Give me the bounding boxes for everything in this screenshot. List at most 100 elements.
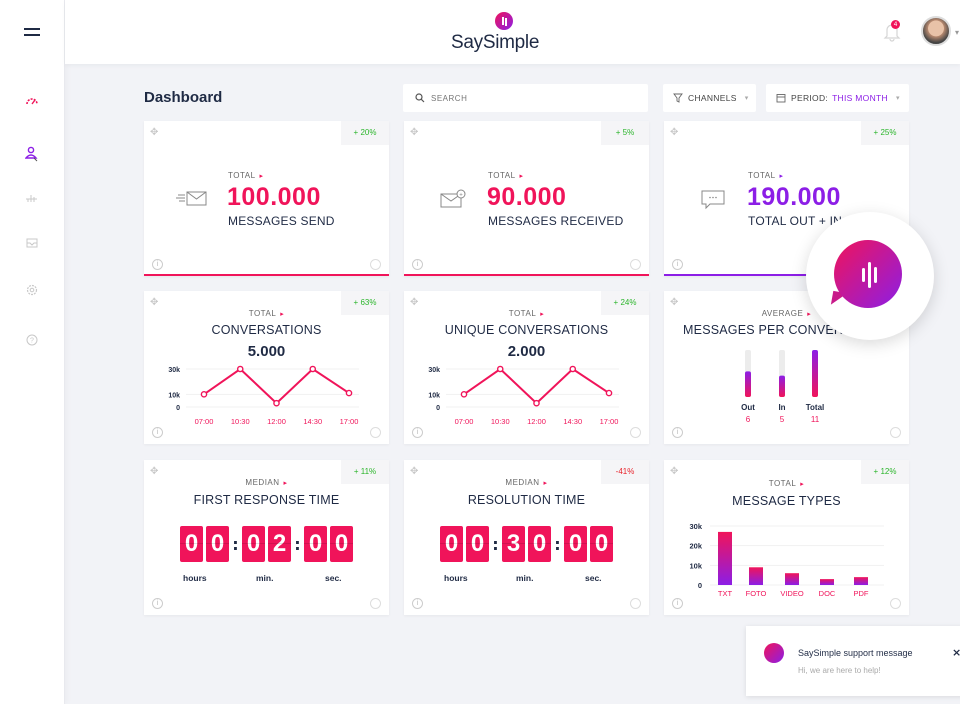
logo[interactable]: SaySimple [451, 10, 551, 56]
value-label: 5 [780, 415, 785, 424]
card-title: RESOLUTION TIME [467, 493, 586, 507]
timer-separator: : [294, 534, 301, 554]
move-handle-icon[interactable]: ✥ [670, 297, 679, 308]
kpi-value: 5.000 [247, 343, 286, 360]
svg-text:?: ? [30, 338, 34, 345]
info-icon[interactable]: i [672, 598, 683, 609]
data-point [605, 389, 613, 397]
logo-mark-icon [495, 12, 513, 30]
settings-icon[interactable] [370, 598, 381, 609]
card-first-response-time: ✥ + 11% MEDIAN ▸ FIRST RESPONSE TIME 0 0 … [144, 460, 389, 615]
move-handle-icon[interactable]: ✥ [410, 466, 419, 477]
kpi-label: AVERAGE ▸ [761, 309, 812, 318]
chat-launcher-button[interactable] [806, 212, 934, 340]
x-tick-label: 07:00 [455, 417, 474, 426]
x-tick-label: 14:30 [303, 417, 322, 426]
info-icon[interactable]: i [412, 259, 423, 270]
category-label: In [778, 403, 785, 412]
period-filter[interactable]: PERIOD: THIS MONTH ▾ [766, 84, 909, 112]
info-icon[interactable]: i [412, 427, 423, 438]
x-tick-label: 14:30 [563, 417, 582, 426]
message-types-bar-chart: 30k 20k 10k 0 TXT FOTO VIDEO DOC PDF [689, 522, 884, 598]
sidebar-item-reports[interactable] [22, 233, 42, 253]
kpi-label: TOTAL ▸ [768, 479, 805, 488]
top-bar: SaySimple 4 ▾ [65, 0, 960, 64]
card-title: UNIQUE CONVERSATIONS [444, 323, 609, 337]
move-handle-icon[interactable]: ✥ [150, 466, 159, 477]
y-tick-label: 10k [168, 392, 180, 399]
move-handle-icon[interactable]: ✥ [670, 127, 679, 138]
timer-display: 0 0 : 0 2 : 0 0 [144, 526, 389, 562]
move-handle-icon[interactable]: ✥ [410, 127, 419, 138]
envelope-send-icon [176, 191, 207, 206]
y-tick-label: 30k [168, 367, 180, 374]
category-label: Out [741, 403, 755, 412]
timer-digit: 0 [242, 526, 265, 562]
info-icon[interactable]: i [412, 598, 423, 609]
info-icon[interactable]: i [152, 259, 163, 270]
close-icon[interactable]: × [952, 646, 960, 659]
envelope-received-icon: + [440, 189, 466, 208]
data-point [569, 365, 577, 373]
svg-text:+: + [459, 193, 463, 199]
y-tick-label: 0 [176, 405, 180, 412]
settings-icon[interactable] [630, 259, 641, 270]
move-handle-icon[interactable]: ✥ [670, 466, 679, 477]
chevron-down-icon[interactable]: ▾ [955, 28, 960, 37]
messages-per-conversation-bar-chart: Out 6 In 5 Total 11 [741, 350, 824, 424]
data-point [460, 391, 468, 398]
timer-digit: 0 [304, 526, 327, 562]
info-icon[interactable]: i [672, 427, 683, 438]
data-point [496, 365, 504, 373]
kpi-label: TOTAL ▸ [748, 171, 784, 180]
data-point [236, 365, 244, 373]
info-icon[interactable]: i [152, 427, 163, 438]
kpi-value: 100.000 [227, 183, 321, 211]
kpi-label: MEDIAN ▸ [505, 478, 548, 487]
period-label: PERIOD: [791, 93, 829, 103]
y-tick-label: 10k [689, 561, 702, 570]
move-handle-icon[interactable]: ✥ [410, 297, 419, 308]
sidebar-item-contacts[interactable] [22, 144, 42, 164]
channels-filter[interactable]: CHANNELS ▾ [663, 84, 756, 112]
move-handle-icon[interactable]: ✥ [150, 297, 159, 308]
sidebar-item-help[interactable]: ? [22, 330, 42, 350]
chat-bubble-icon [701, 190, 725, 210]
x-tick-label: 10:30 [491, 417, 510, 426]
kpi-label: TOTAL ▸ [488, 171, 524, 180]
unit-hours: hours [183, 573, 207, 583]
notification-badge: 4 [891, 20, 900, 29]
settings-icon[interactable] [890, 598, 901, 609]
settings-icon[interactable] [890, 427, 901, 438]
kpi-value: 2.000 [507, 343, 546, 360]
timer-display: 0 0 : 3 0 : 0 0 [404, 526, 649, 562]
sidebar-item-settings[interactable] [22, 280, 42, 300]
timer-digit: 0 [180, 526, 203, 562]
delta-badge: + 20% [341, 121, 389, 145]
timer-separator: : [492, 534, 499, 554]
y-tick-label: 20k [689, 542, 702, 551]
settings-icon[interactable] [630, 598, 641, 609]
settings-icon[interactable] [630, 427, 641, 438]
card-unique-conversations: ✥ + 24% TOTAL ▸ UNIQUE CONVERSATIONS 2.00… [404, 291, 649, 444]
y-tick-label: 0 [436, 405, 440, 412]
info-icon[interactable]: i [672, 259, 683, 270]
settings-icon[interactable] [370, 259, 381, 270]
card-resolution-time: ✥ -41% MEDIAN ▸ RESOLUTION TIME 0 0 : 3 0… [404, 460, 649, 615]
move-handle-icon[interactable]: ✥ [150, 127, 159, 138]
search-input[interactable] [431, 93, 631, 103]
value-label: 11 [811, 415, 820, 424]
info-icon[interactable]: i [152, 598, 163, 609]
y-tick-label: 0 [698, 581, 702, 590]
sidebar-item-dashboard[interactable] [22, 90, 42, 110]
settings-icon[interactable] [370, 427, 381, 438]
unit-sec: sec. [325, 573, 342, 583]
search-icon [415, 93, 425, 103]
logo-text: SaySimple [451, 32, 540, 53]
sidebar: ? [0, 0, 65, 704]
card-messages-received: ✥ + 5% + TOTAL ▸ 90.000 MESSAGES RECEIVED… [404, 121, 649, 276]
search-box[interactable] [403, 84, 648, 112]
menu-icon[interactable] [24, 28, 40, 40]
sidebar-item-analytics[interactable] [22, 188, 42, 208]
avatar[interactable] [921, 16, 951, 46]
